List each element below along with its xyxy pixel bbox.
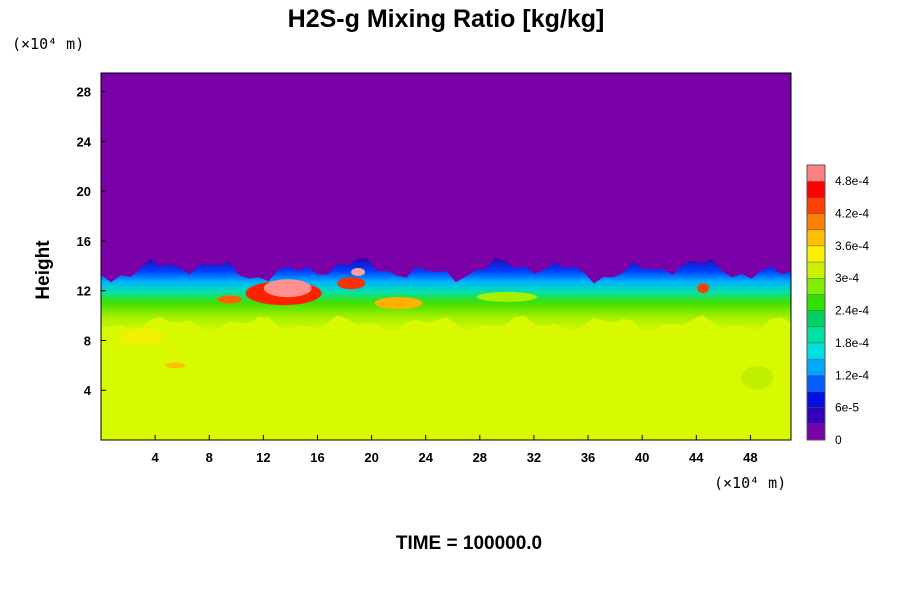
colorbar-segment (807, 310, 825, 328)
colorbar-label: 4.2e-4 (835, 207, 869, 221)
y-tick-label: 20 (77, 184, 91, 199)
plume-patch (697, 283, 710, 294)
colorbar-label: 6e-5 (835, 401, 859, 415)
y-unit-label: (×10⁴ m) (12, 35, 84, 53)
colorbar-segment (807, 181, 825, 198)
x-tick-label: 48 (743, 450, 757, 465)
time-label: TIME = 100000.0 (396, 533, 542, 554)
y-tick-label: 24 (77, 134, 92, 149)
x-unit-label: (×10⁴ m) (714, 474, 786, 492)
plume-patch (741, 365, 774, 390)
colorbar-label: 1.8e-4 (835, 336, 869, 350)
colorbar-label: 3e-4 (835, 271, 859, 285)
y-tick-label: 8 (84, 333, 91, 348)
plume-peak (263, 279, 312, 298)
x-tick-label: 20 (364, 450, 378, 465)
colorbar-segment (807, 423, 825, 441)
colorbar-label: 3.6e-4 (835, 239, 869, 253)
y-axis-label: Height (33, 240, 54, 300)
colorbar-segment (807, 165, 825, 182)
x-axis: 4 8 12 16 20 24 28 32 36 40 44 48 (152, 435, 758, 465)
colorbar-segment (807, 375, 825, 392)
colorbar-label: 2.4e-4 (835, 304, 869, 318)
x-tick-label: 8 (206, 450, 213, 465)
colorbar-segment (807, 197, 825, 215)
x-tick-label: 36 (581, 450, 595, 465)
x-tick-label: 32 (527, 450, 541, 465)
y-tick-label: 4 (84, 383, 92, 398)
plume-core (337, 277, 366, 290)
y-tick-label: 12 (77, 284, 91, 299)
mixing-band (101, 257, 791, 333)
colorbar-label: 4.8e-4 (835, 174, 869, 188)
colorbar-segment (807, 391, 825, 409)
colorbar-segment (807, 407, 825, 425)
colorbar-segment (807, 359, 825, 376)
plume-patch (476, 291, 537, 302)
x-tick-label: 4 (152, 450, 160, 465)
x-tick-label: 16 (310, 450, 324, 465)
colorbar-segment (807, 245, 825, 263)
colorbar-segment (807, 342, 825, 360)
x-tick-label: 12 (256, 450, 270, 465)
plume-patch (165, 362, 186, 369)
plot-area (101, 73, 791, 440)
x-tick-label: 24 (418, 450, 433, 465)
colorbar-segment (807, 229, 825, 247)
plume-patch (374, 297, 423, 310)
colorbar-frame (806, 164, 826, 441)
y-tick-label: 16 (77, 234, 91, 249)
plot-frame (100, 72, 792, 441)
x-tick-label: 28 (473, 450, 487, 465)
colorbar-label: 1.2e-4 (835, 368, 869, 382)
y-axis: 4 8 12 16 20 24 28 (77, 85, 106, 398)
colorbar-segment (807, 294, 825, 312)
colorbar-segment (807, 278, 825, 295)
x-tick-label: 40 (635, 450, 649, 465)
plume-patch (119, 327, 164, 346)
chart-title: H2S-g Mixing Ratio [kg/kg] (288, 5, 605, 33)
plume-patch (217, 295, 242, 304)
colorbar-segment (807, 213, 825, 231)
colorbar-segment (807, 262, 825, 279)
colorbar-label: 0 (835, 433, 842, 447)
colorbar: 0 6e-5 1.2e-4 1.8e-4 2.4e-4 3e-4 3.6e-4 4.2e-4 4… (806, 164, 869, 447)
plume-peak (351, 268, 366, 277)
y-tick-label: 28 (77, 85, 91, 100)
x-tick-label: 44 (689, 450, 704, 465)
plume-features (119, 268, 774, 390)
colorbar-segment (807, 326, 825, 344)
